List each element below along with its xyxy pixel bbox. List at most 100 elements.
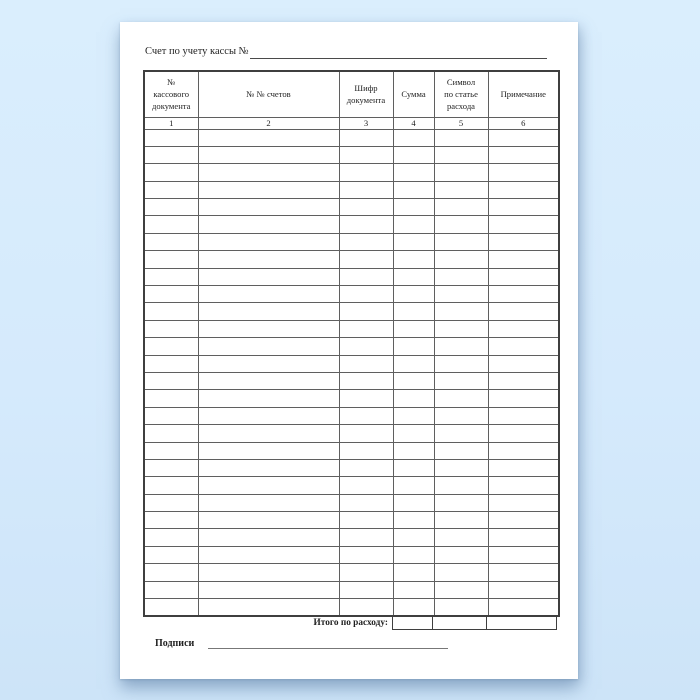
empty-cell: [197, 476, 340, 495]
empty-entry-row: [143, 598, 560, 617]
empty-cell: [392, 406, 435, 426]
empty-cell: [433, 163, 489, 182]
empty-cell: [487, 406, 560, 426]
empty-cell: [433, 145, 489, 165]
empty-cell: [338, 354, 394, 373]
empty-cell: [487, 545, 560, 565]
empty-cell: [338, 598, 394, 617]
empty-cell: [143, 285, 199, 304]
empty-cell: [197, 180, 340, 200]
empty-cell: [433, 458, 489, 478]
empty-cell: [338, 511, 394, 530]
empty-cell: [487, 145, 560, 165]
empty-cell: [433, 528, 489, 547]
empty-cell: [338, 580, 394, 600]
empty-entry-row: [143, 580, 560, 600]
empty-cell: [487, 389, 560, 408]
empty-cell: [487, 250, 560, 269]
empty-cell: [197, 458, 340, 478]
empty-cell: [338, 250, 394, 269]
empty-cell: [433, 198, 489, 217]
empty-entry-row: [143, 232, 560, 252]
empty-cell: [392, 180, 435, 200]
empty-cell: [392, 580, 435, 600]
empty-cell: [197, 354, 340, 373]
empty-cell: [487, 458, 560, 478]
empty-cell: [143, 215, 199, 234]
empty-cell: [143, 232, 199, 252]
header-amount: Сумма: [392, 70, 435, 118]
empty-cell: [197, 285, 340, 304]
empty-cell: [487, 493, 560, 513]
empty-cell: [338, 319, 394, 339]
total-label: Итого по расходу:: [313, 617, 388, 628]
empty-cell: [197, 563, 340, 582]
empty-cell: [392, 493, 435, 513]
total-empty-cell: [432, 616, 487, 630]
empty-cell: [197, 250, 340, 269]
empty-cell: [197, 145, 340, 165]
empty-cell: [392, 563, 435, 582]
empty-entry-row: [143, 250, 560, 269]
empty-cell: [487, 371, 560, 391]
empty-cell: [487, 424, 560, 443]
empty-cell: [392, 163, 435, 182]
empty-entry-row: [143, 337, 560, 356]
empty-entry-row: [143, 563, 560, 582]
empty-cell: [487, 285, 560, 304]
empty-cell: [487, 163, 560, 182]
form-table: № кассового документа № № счетов Шифр до…: [143, 70, 560, 617]
column-number: 6: [487, 116, 560, 130]
form-sheet: Счет по учету кассы № № кассового докуме…: [120, 22, 578, 679]
empty-cell: [197, 267, 340, 287]
column-number: 4: [392, 116, 435, 130]
empty-cell: [197, 163, 340, 182]
empty-cell: [487, 528, 560, 547]
empty-cell: [433, 319, 489, 339]
empty-cell: [338, 406, 394, 426]
empty-cell: [433, 267, 489, 287]
empty-cell: [338, 198, 394, 217]
form-title: Счет по учету кассы №: [145, 46, 249, 57]
empty-cell: [338, 232, 394, 252]
empty-cell: [392, 511, 435, 530]
empty-cell: [197, 302, 340, 321]
empty-cell: [197, 580, 340, 600]
form-table-wrap: № кассового документа № № счетов Шифр до…: [143, 70, 560, 630]
column-number: 1: [143, 116, 199, 130]
empty-entry-row: [143, 163, 560, 182]
total-empty-cell: [392, 616, 433, 630]
empty-entry-row: [143, 128, 560, 147]
empty-cell: [392, 128, 435, 147]
empty-cell: [487, 198, 560, 217]
empty-cell: [433, 180, 489, 200]
empty-cell: [392, 250, 435, 269]
empty-entry-row: [143, 198, 560, 217]
empty-cell: [338, 267, 394, 287]
empty-cell: [392, 232, 435, 252]
empty-cell: [143, 493, 199, 513]
total-empty-cell: [486, 616, 557, 630]
empty-cell: [433, 493, 489, 513]
empty-entry-row: [143, 145, 560, 165]
empty-cell: [143, 145, 199, 165]
empty-cell: [392, 545, 435, 565]
empty-cell: [433, 354, 489, 373]
empty-entry-row: [143, 476, 560, 495]
empty-cell: [143, 511, 199, 530]
column-number-row: 1 2 3 4 5 6: [143, 116, 560, 130]
empty-cell: [197, 215, 340, 234]
empty-cell: [197, 128, 340, 147]
empty-cell: [338, 528, 394, 547]
empty-cell: [487, 180, 560, 200]
empty-cell: [197, 493, 340, 513]
empty-entry-row: [143, 424, 560, 443]
empty-cell: [143, 163, 199, 182]
empty-cell: [143, 180, 199, 200]
empty-cell: [143, 598, 199, 617]
column-number: 3: [338, 116, 394, 130]
empty-cell: [143, 458, 199, 478]
empty-cell: [487, 511, 560, 530]
empty-cell: [433, 337, 489, 356]
table-header: № кассового документа № № счетов Шифр до…: [143, 70, 560, 118]
